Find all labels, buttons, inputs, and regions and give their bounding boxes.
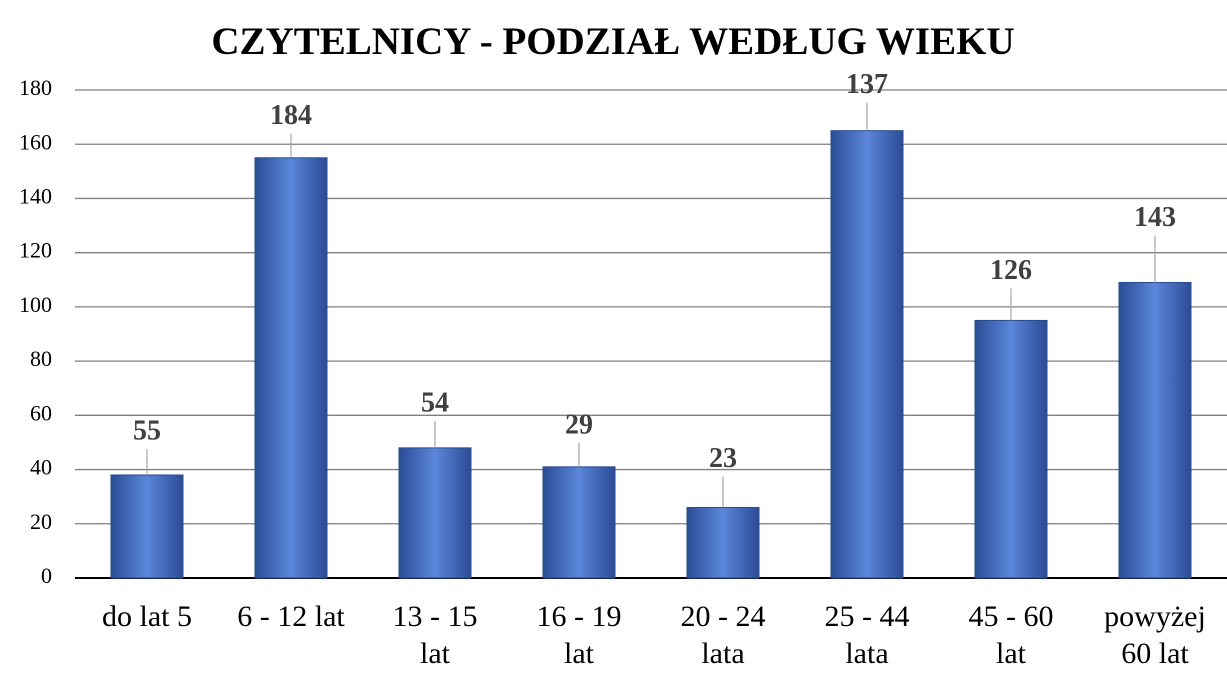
bar bbox=[1118, 281, 1192, 579]
y-tick-label: 180 bbox=[19, 75, 52, 100]
bar bbox=[686, 507, 760, 579]
x-tick-label: powyżej 60 lat bbox=[1104, 600, 1206, 670]
y-tick-label: 100 bbox=[19, 292, 52, 317]
data-label: 29 bbox=[565, 409, 593, 440]
data-label: 184 bbox=[270, 100, 312, 131]
y-tick-label: 80 bbox=[30, 346, 52, 371]
y-tick-label: 20 bbox=[30, 509, 52, 534]
x-tick-label: 25 - 44 lata bbox=[824, 600, 910, 670]
data-label: 126 bbox=[990, 255, 1032, 286]
data-label: 55 bbox=[133, 415, 161, 446]
x-tick-label: 16 - 19 lat bbox=[536, 600, 622, 670]
data-label: 137 bbox=[846, 69, 888, 100]
y-tick-label: 160 bbox=[19, 129, 52, 154]
x-tick-label: 20 - 24 lata bbox=[680, 600, 766, 670]
y-tick-label: 60 bbox=[30, 400, 52, 425]
x-tick-label: 45 - 60 lat bbox=[968, 600, 1054, 670]
y-tick-label: 0 bbox=[41, 563, 52, 588]
y-tick-label: 120 bbox=[19, 238, 52, 263]
chart-title: CZYTELNICY - PODZIAŁ WEDŁUG WIEKU bbox=[211, 20, 1014, 63]
x-tick-label: 6 - 12 lat bbox=[237, 600, 345, 633]
bar bbox=[398, 447, 472, 579]
bar bbox=[542, 466, 616, 579]
bar bbox=[974, 319, 1048, 579]
bar bbox=[110, 474, 184, 579]
data-label: 23 bbox=[709, 443, 737, 474]
x-tick-label: do lat 5 bbox=[102, 600, 192, 633]
bar bbox=[254, 157, 328, 579]
data-label: 143 bbox=[1134, 202, 1176, 233]
x-tick-label: 13 - 15 lat bbox=[392, 600, 478, 670]
bar bbox=[830, 130, 904, 579]
y-tick-label: 140 bbox=[19, 183, 52, 208]
y-tick-label: 40 bbox=[30, 455, 52, 480]
data-label: 54 bbox=[421, 387, 449, 418]
